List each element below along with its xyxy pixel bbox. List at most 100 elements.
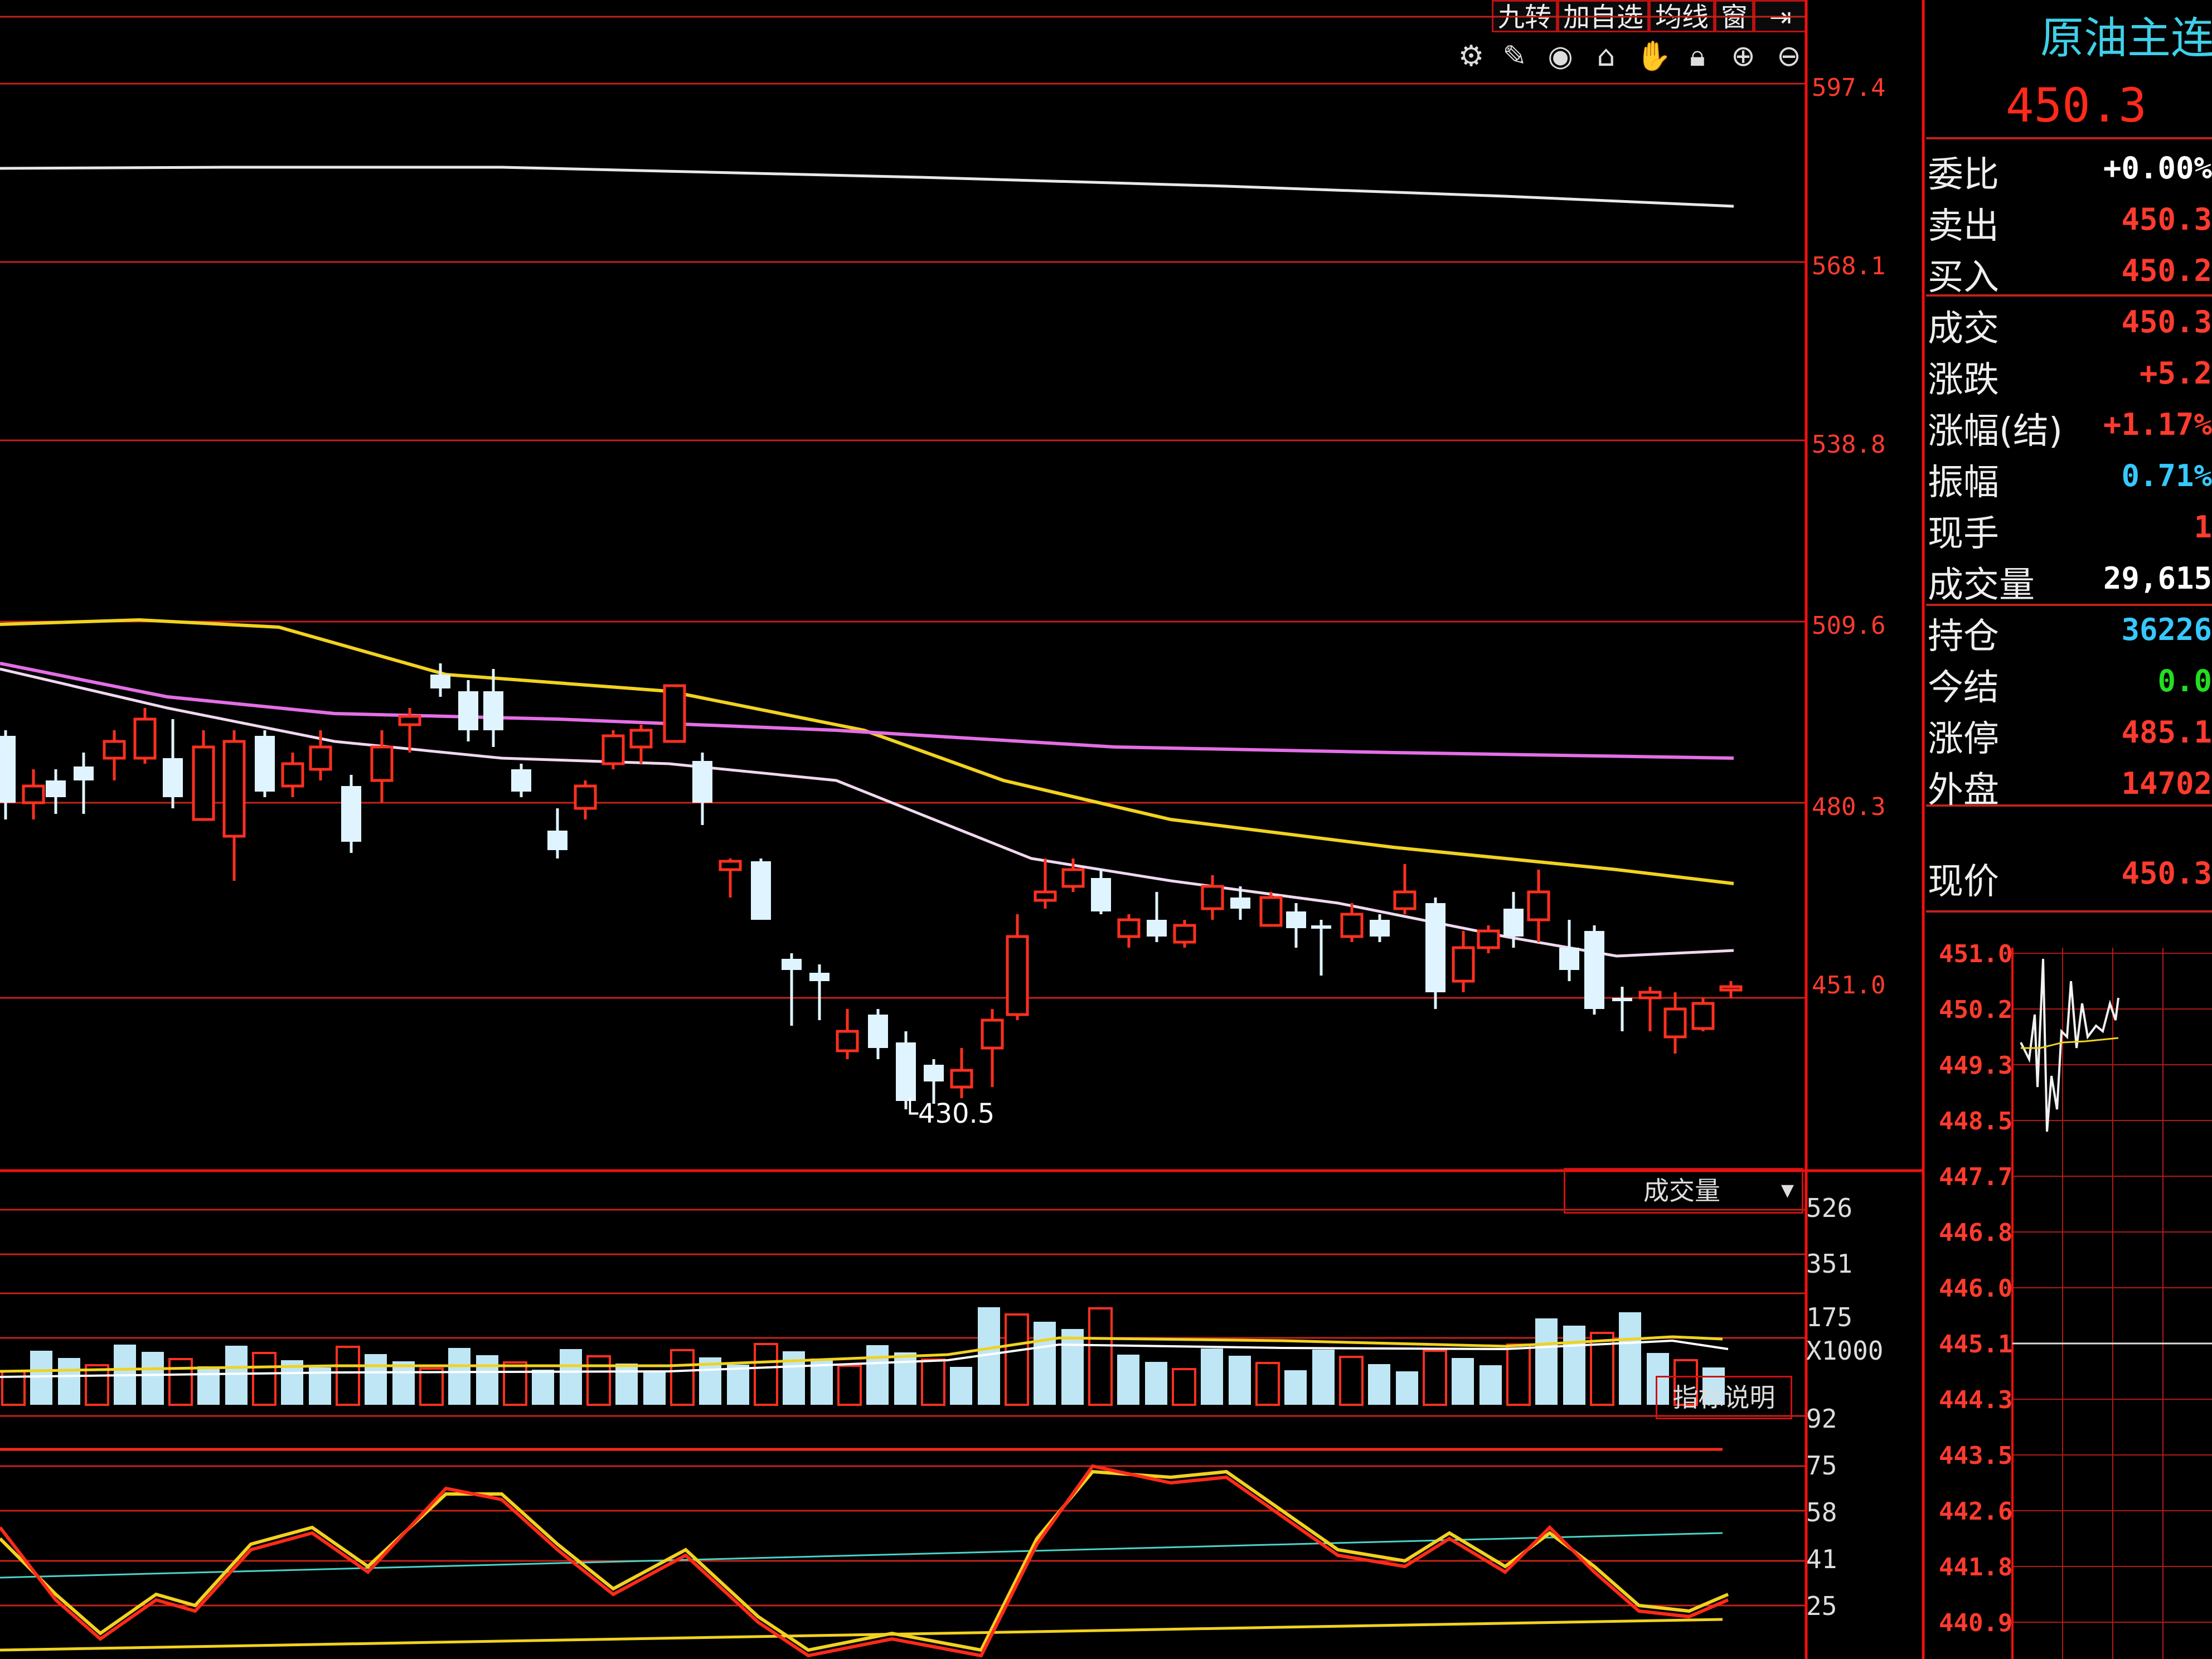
volume-bar <box>950 1367 972 1405</box>
volume-bar <box>1368 1364 1390 1405</box>
volume-bar <box>727 1365 749 1405</box>
candle-body <box>809 973 830 981</box>
quote-value: +5.2 <box>2139 356 2212 391</box>
candle-body <box>1006 935 1029 1016</box>
indicator-help-button[interactable]: 指标说明 <box>1656 1376 1792 1419</box>
candle-body <box>601 734 625 765</box>
intraday-axis-label: 450.2 <box>1939 996 2013 1024</box>
oscillator-axis-label: 41 <box>1806 1544 1837 1574</box>
basket-icon[interactable]: ⌂ <box>1597 40 1616 73</box>
quote-value: 485.1 <box>2121 715 2212 750</box>
oscillator-axis-label: 58 <box>1806 1497 1837 1527</box>
quote-value: 450.3 <box>2121 304 2212 339</box>
quote-value: 450.3 <box>2121 202 2212 237</box>
intraday-axis-label: 447.7 <box>1939 1163 2013 1191</box>
low-price-value: 430.5 <box>918 1098 995 1129</box>
candle-body <box>1147 920 1167 937</box>
candle-body <box>341 786 361 842</box>
volume-bar <box>837 1365 862 1406</box>
intraday-axis-label: 446.8 <box>1939 1219 2013 1247</box>
indicator-selector-label: 成交量 <box>1643 1176 1720 1206</box>
candle-body <box>398 715 421 726</box>
candle-body <box>74 767 94 780</box>
candle-body <box>1230 898 1250 909</box>
quote-label: 振幅 <box>1928 462 1999 503</box>
quote-label: 成交 <box>1928 308 1999 350</box>
price-axis-label: 568.1 <box>1812 252 1886 280</box>
volume-axis-label: 526 <box>1806 1193 1853 1223</box>
candle-body <box>1173 924 1196 944</box>
volume-bar <box>1005 1313 1029 1406</box>
candle-body <box>981 1018 1004 1050</box>
candle-body <box>458 691 478 730</box>
candle-body <box>574 784 597 810</box>
quote-label: 涨幅(结) <box>1928 411 2063 452</box>
volume-bar <box>586 1355 611 1406</box>
candle-body <box>547 831 567 850</box>
volume-bar <box>1506 1343 1531 1406</box>
candle-body <box>1370 920 1390 937</box>
volume-bar <box>921 1359 945 1406</box>
volume-bar <box>448 1348 470 1405</box>
quote-value: 0.0 <box>2157 663 2212 698</box>
current-price-value: 450.3 <box>2121 856 2212 891</box>
volume-bar <box>615 1364 638 1405</box>
candle-body <box>46 780 66 797</box>
quote-label: 今结 <box>1928 667 1999 709</box>
candle-body <box>103 740 126 760</box>
intraday-axis-label: 442.6 <box>1939 1497 2013 1526</box>
volume-bar <box>419 1367 444 1406</box>
hand-icon[interactable]: ✋ <box>1636 40 1672 73</box>
volume-bar <box>1702 1367 1725 1405</box>
zoom-out-icon[interactable]: ⊖ <box>1777 40 1801 73</box>
volume-bar <box>1145 1362 1167 1405</box>
symbol-name: 原油主连 <box>2040 13 2212 64</box>
candle-body <box>868 1015 888 1048</box>
volume-axis-label: 351 <box>1806 1249 1853 1279</box>
low-price-annotation: └430.5 <box>902 1098 995 1129</box>
lock-icon[interactable]: 🔒︎ <box>1690 40 1705 73</box>
candle-body <box>836 1030 859 1052</box>
candle-body <box>896 1042 916 1101</box>
volume-bar <box>1619 1312 1641 1405</box>
volume-bar <box>754 1343 778 1406</box>
indicator-selector[interactable]: 成交量 ▼ <box>1564 1168 1803 1214</box>
candle-body <box>281 762 304 788</box>
quote-value: 14702 <box>2121 766 2212 801</box>
gear-icon[interactable]: ⚙ <box>1458 40 1485 73</box>
candle-body <box>1719 985 1743 992</box>
quote-label: 持仓 <box>1928 616 1999 657</box>
candle-body <box>1259 896 1283 927</box>
intraday-axis-label: 441.8 <box>1939 1553 2013 1582</box>
candle-body <box>1503 909 1524 937</box>
candle-body <box>370 745 394 782</box>
intraday-axis-label: 446.0 <box>1939 1274 2013 1303</box>
candle-body <box>782 959 802 970</box>
quote-value: 29,615 <box>2103 561 2212 596</box>
volume-bar <box>1117 1355 1139 1405</box>
volume-bar <box>365 1354 387 1405</box>
intraday-axis-label: 451.0 <box>1939 940 2013 968</box>
volume-bar <box>168 1358 193 1406</box>
oscillator-axis-label: 25 <box>1806 1591 1837 1621</box>
volume-bar <box>225 1346 248 1405</box>
quote-value: 1 <box>2194 510 2212 545</box>
candle-body <box>511 769 531 792</box>
pen-icon[interactable]: ✎ <box>1502 40 1527 73</box>
price-axis-label: 509.6 <box>1812 612 1886 640</box>
intraday-axis-label: 449.3 <box>1939 1051 2013 1080</box>
volume-bar <box>1452 1358 1474 1405</box>
quote-label: 委比 <box>1928 154 1999 196</box>
candle-body <box>1612 998 1632 1001</box>
volume-bar <box>30 1351 52 1405</box>
intraday-axis-label: 443.5 <box>1939 1442 2013 1470</box>
zoom-in-icon[interactable]: ⊕ <box>1731 40 1755 73</box>
candle-body <box>1477 929 1500 949</box>
candle-body <box>950 1069 973 1089</box>
candle-body <box>1061 868 1085 888</box>
last-price: 450.3 <box>2006 78 2147 133</box>
quote-label: 外盘 <box>1928 770 1999 811</box>
volume-bar <box>58 1358 80 1405</box>
eye-icon[interactable]: ◉ <box>1548 40 1573 73</box>
